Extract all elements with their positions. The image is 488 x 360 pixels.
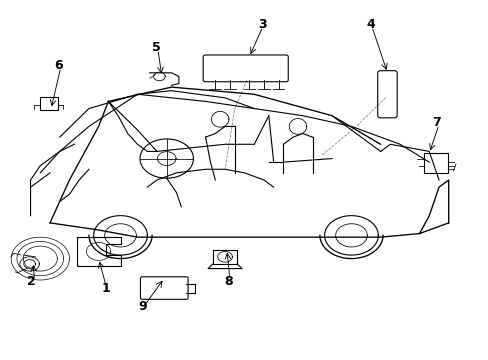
Text: 5: 5 [151,41,160,54]
Bar [424,153,447,173]
FancyBboxPatch shape [377,71,396,118]
Text: 1: 1 [102,283,110,296]
FancyBboxPatch shape [140,277,188,299]
Text: 4: 4 [366,18,374,31]
Text: 2: 2 [27,275,36,288]
Text: 6: 6 [54,59,63,72]
Text: 7: 7 [431,116,440,129]
Text: 8: 8 [224,275,233,288]
Text: 3: 3 [258,18,267,31]
Text: 9: 9 [138,300,146,313]
FancyBboxPatch shape [203,55,287,82]
Bar [40,97,58,111]
